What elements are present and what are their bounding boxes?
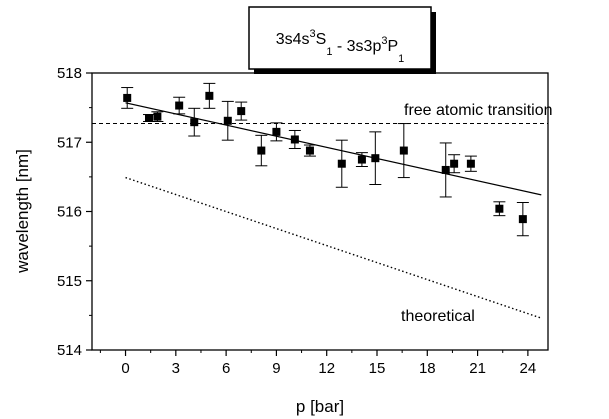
- data-point: [288, 129, 301, 149]
- title-part: 3: [381, 35, 387, 47]
- data-point: [448, 154, 461, 174]
- data-point: [397, 123, 410, 179]
- data-point: [143, 114, 155, 123]
- x-tick-label: 9: [272, 360, 280, 377]
- point-marker: [371, 154, 380, 163]
- point-marker: [495, 204, 504, 213]
- data-point: [355, 152, 368, 167]
- y-tick-label: 517: [57, 134, 82, 151]
- title-part: 3s4s: [276, 31, 310, 48]
- point-marker: [290, 135, 299, 144]
- point-marker: [257, 146, 266, 155]
- free-atomic-transition-label: free atomic transition: [404, 102, 553, 119]
- data-point: [335, 139, 348, 188]
- title-part: - 3s3p: [332, 38, 381, 55]
- data-point: [464, 155, 477, 172]
- data-point: [303, 144, 316, 157]
- y-tick-label: 518: [57, 65, 82, 82]
- point-marker: [305, 146, 314, 155]
- title-part: 1: [398, 53, 404, 65]
- x-tick-label: 21: [469, 360, 486, 377]
- point-marker: [466, 159, 475, 168]
- point-marker: [145, 114, 153, 123]
- chart-lines: [92, 102, 548, 319]
- point-marker: [272, 127, 281, 136]
- data-point: [151, 111, 164, 122]
- chart-title: 3s4s3S1 - 3s3p3P1: [276, 28, 405, 65]
- x-tick-label: 15: [369, 360, 386, 377]
- x-tick-label: 18: [419, 360, 436, 377]
- point-marker: [357, 155, 366, 164]
- x-tick-label: 3: [172, 360, 180, 377]
- point-marker: [399, 146, 408, 155]
- y-tick-label: 515: [57, 273, 82, 290]
- y-axis-label: wavelength [nm]: [13, 149, 32, 274]
- x-axis-label: p [bar]: [296, 397, 344, 416]
- x-tick-label: 0: [121, 360, 129, 377]
- point-marker: [450, 159, 459, 168]
- title-part: 3: [310, 28, 316, 40]
- data-point: [439, 142, 452, 198]
- data-point: [121, 87, 134, 109]
- data-points: [121, 82, 529, 237]
- linear-fit-line: [125, 102, 542, 196]
- title-part: P: [387, 38, 398, 55]
- data-point: [203, 82, 216, 109]
- data-point: [188, 107, 201, 137]
- point-marker: [175, 101, 184, 110]
- data-point: [516, 201, 529, 237]
- title-part: S: [316, 31, 327, 48]
- theoretical-label: theoretical: [401, 308, 475, 325]
- y-tick-label: 514: [57, 342, 82, 359]
- point-marker: [153, 112, 162, 121]
- data-point: [369, 131, 382, 185]
- point-marker: [518, 215, 527, 224]
- data-point: [235, 101, 248, 121]
- y-tick-label: 516: [57, 204, 82, 221]
- point-marker: [441, 165, 450, 174]
- theoretical-line: [125, 176, 542, 319]
- point-marker: [223, 116, 232, 125]
- x-tick-label: 12: [318, 360, 335, 377]
- data-point: [173, 96, 186, 115]
- data-point: [221, 100, 234, 141]
- point-marker: [205, 91, 214, 100]
- title-part: 1: [326, 46, 332, 58]
- chart-title-box: 3s4s3S1 - 3s3p3P1: [248, 6, 436, 74]
- point-marker: [237, 107, 246, 116]
- point-marker: [337, 159, 346, 168]
- axis-ticks: 0 3 6 9 12 15 18 21 24 514 515 516 517 518: [57, 65, 536, 377]
- x-tick-label: 24: [520, 360, 537, 377]
- data-point: [255, 134, 268, 167]
- data-point: [493, 201, 506, 217]
- data-point: [270, 122, 283, 142]
- x-tick-label: 6: [222, 360, 230, 377]
- point-marker: [123, 93, 132, 102]
- point-marker: [190, 118, 199, 127]
